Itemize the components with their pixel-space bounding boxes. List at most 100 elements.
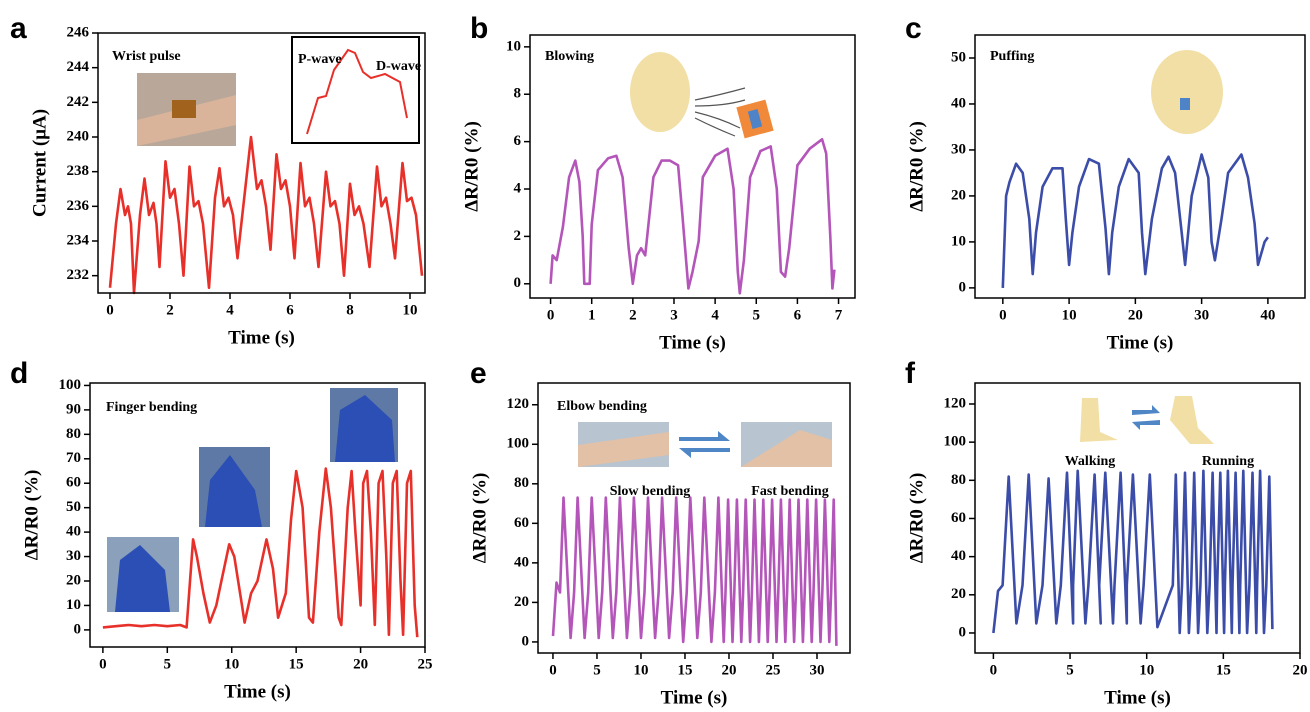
plot-frame — [529, 34, 856, 299]
arm — [578, 432, 669, 467]
head — [630, 52, 690, 132]
y-tick-label: 20 — [951, 586, 966, 602]
annotation: Walking — [1065, 454, 1116, 469]
x-tick-label: 8 — [346, 302, 354, 318]
y-tick-label: 10 — [506, 38, 521, 54]
annotation: Running — [1202, 454, 1254, 469]
data-line — [992, 469, 1274, 635]
sensor — [1180, 98, 1190, 110]
x-axis-label: Time (s) — [661, 687, 728, 708]
y-axis-label: ΔR/R0 (%) — [21, 470, 42, 561]
x-tick-label: 10 — [1062, 307, 1077, 323]
plot-frame — [89, 382, 426, 648]
panel-letter: d — [10, 357, 28, 390]
x-tick-label: 0 — [547, 307, 555, 323]
x-tick-label: 0 — [99, 656, 107, 672]
y-tick-label: 80 — [66, 426, 81, 442]
y-tick-label: 120 — [944, 395, 967, 411]
annotation: D-wave — [376, 59, 421, 74]
panel-letter: f — [905, 357, 916, 390]
x-tick-label: 5 — [753, 307, 761, 323]
x-tick-label: 6 — [286, 302, 294, 318]
annotation: Fast bending — [751, 484, 828, 499]
y-tick-label: 70 — [66, 450, 81, 466]
y-tick-label: 60 — [66, 475, 81, 491]
y-axis-label: ΔR/R0 (%) — [906, 473, 927, 564]
x-tick-label: 0 — [990, 662, 998, 678]
panel-letter: b — [470, 12, 488, 45]
y-tick-label: 0 — [959, 279, 967, 295]
panel-letter: e — [470, 357, 487, 390]
y-tick-label: 0 — [74, 621, 82, 637]
x-tick-label: 0 — [549, 662, 557, 678]
x-tick-label: 3 — [670, 307, 678, 323]
air-flow — [694, 87, 746, 137]
x-tick-label: 10 — [633, 662, 648, 678]
y-tick-label: 240 — [67, 128, 90, 144]
x-axis-label: Time (s) — [224, 681, 291, 702]
x-tick-label: 4 — [226, 302, 234, 318]
y-tick-label: 80 — [951, 472, 966, 488]
y-tick-label: 50 — [66, 499, 81, 515]
y-tick-label: 40 — [951, 95, 966, 111]
y-tick-label: 6 — [514, 133, 522, 149]
y-tick-label: 242 — [67, 94, 90, 110]
data-line — [102, 467, 419, 638]
panel-letter: c — [905, 12, 922, 45]
plot-frame — [97, 32, 426, 294]
annotation: Finger bending — [106, 400, 197, 415]
y-tick-label: 246 — [67, 24, 90, 40]
x-tick-label: 4 — [711, 307, 719, 323]
x-axis-label: Time (s) — [659, 332, 726, 353]
x-tick-label: 10 — [1139, 662, 1154, 678]
panel-letter: a — [10, 12, 27, 45]
plot-frame — [974, 34, 1306, 299]
x-tick-label: 0 — [106, 302, 114, 318]
y-tick-label: 244 — [67, 59, 90, 75]
y-tick-label: 60 — [951, 510, 966, 526]
foot — [1080, 398, 1118, 442]
y-tick-label: 40 — [951, 548, 966, 564]
y-tick-label: 40 — [514, 554, 529, 570]
arrow — [679, 448, 730, 458]
x-tick-label: 15 — [289, 656, 304, 672]
y-tick-label: 10 — [951, 233, 966, 249]
y-tick-label: 2 — [514, 228, 522, 244]
x-tick-label: 5 — [593, 662, 601, 678]
y-tick-label: 120 — [507, 396, 530, 412]
x-tick-label: 25 — [418, 656, 433, 672]
x-tick-label: 15 — [1216, 662, 1231, 678]
glove — [115, 545, 170, 612]
data-line — [1001, 153, 1269, 288]
y-tick-label: 4 — [514, 180, 522, 196]
illustrations — [107, 36, 1223, 612]
y-tick-label: 60 — [514, 515, 529, 531]
wrist-skin — [137, 95, 236, 146]
y-tick-label: 236 — [67, 198, 90, 214]
y-tick-label: 0 — [514, 275, 522, 291]
y-tick-label: 20 — [66, 572, 81, 588]
y-axis-label: ΔR/R0 (%) — [906, 121, 927, 212]
x-tick-label: 0 — [999, 307, 1007, 323]
x-tick-label: 25 — [765, 662, 780, 678]
x-tick-label: 6 — [794, 307, 802, 323]
y-tick-label: 100 — [507, 436, 530, 452]
x-axis-label: Time (s) — [1104, 687, 1171, 708]
arrow — [679, 431, 730, 441]
y-tick-label: 20 — [951, 187, 966, 203]
x-tick-label: 30 — [1194, 307, 1209, 323]
arrow — [1132, 420, 1160, 430]
x-tick-label: 2 — [166, 302, 174, 318]
x-tick-label: 1 — [588, 307, 596, 323]
x-tick-label: 20 — [1128, 307, 1143, 323]
y-axis-label: ΔR/R0 (%) — [461, 121, 482, 212]
annotation: Slow bending — [610, 484, 691, 499]
x-tick-label: 10 — [224, 656, 239, 672]
y-tick-label: 8 — [514, 86, 522, 102]
x-tick-label: 5 — [164, 656, 172, 672]
y-tick-label: 234 — [67, 232, 90, 248]
y-axis-label: Current (μA) — [29, 109, 50, 217]
glove — [205, 455, 262, 527]
inset-wave — [306, 48, 408, 135]
